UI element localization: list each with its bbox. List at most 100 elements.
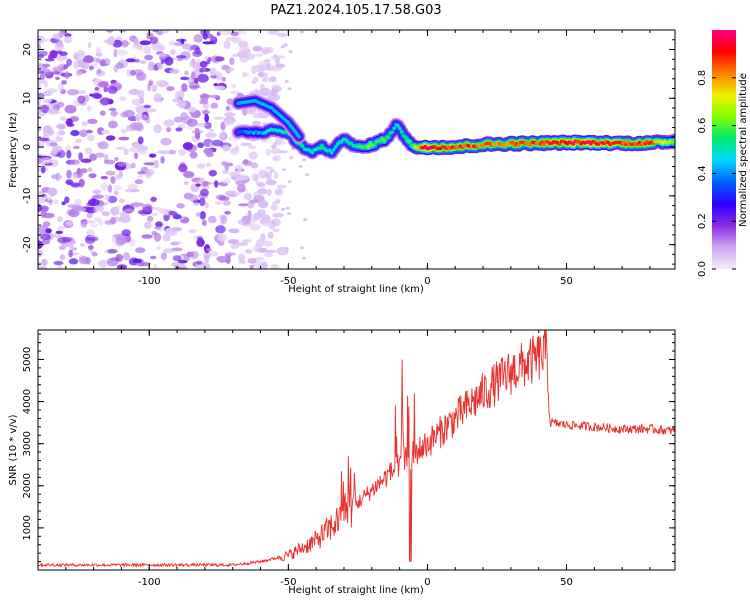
y-tick-label: -20: [22, 236, 33, 252]
noise-blob: [39, 266, 47, 269]
noise-blob: [270, 204, 278, 211]
noise-blob: [126, 69, 131, 77]
ridge-cell: [328, 148, 332, 153]
noise-blob: [151, 85, 157, 92]
page-title: PAZ1.2024.105.17.58.G03: [270, 3, 441, 18]
noise-blob: [225, 252, 237, 256]
noise-blob: [266, 189, 272, 196]
noise-blob: [204, 55, 209, 60]
noise-blob: [257, 258, 262, 262]
noise-blob: [199, 60, 208, 68]
noise-blob: [258, 169, 269, 179]
noise-blob: [88, 244, 94, 252]
noise-blob: [91, 92, 101, 99]
spectrogram-xlabel: Height of straight line (km): [288, 284, 424, 295]
noise-blob: [86, 236, 99, 242]
noise-blob: [196, 264, 206, 269]
noise-blob: [217, 233, 227, 243]
colorbar: 0.0 0.2 0.4 0.6 0.8 Normalized spectral ampl…: [697, 30, 749, 277]
noise-blob: [195, 59, 200, 67]
noise-blob: [116, 49, 128, 56]
noise-blob: [221, 76, 226, 82]
noise-blob: [287, 212, 291, 216]
noise-blob: [65, 179, 74, 186]
noise-blob: [55, 132, 61, 140]
ridge-cell: [300, 144, 305, 149]
noise-blob: [144, 168, 155, 176]
noise-blob: [269, 169, 276, 173]
ridge-cell: [516, 143, 521, 147]
spectrogram-frame: [37, 29, 676, 270]
noise-blob: [240, 142, 253, 146]
noise-blob: [77, 95, 86, 104]
colorbar-tick-label: 0.2: [697, 213, 708, 229]
noise-blob: [273, 171, 279, 180]
noise-blob: [175, 103, 186, 107]
noise-blob: [280, 45, 285, 49]
noise-blob: [66, 88, 79, 96]
noise-blob: [137, 136, 144, 145]
noise-blob: [197, 163, 206, 169]
noise-blob: [265, 148, 272, 156]
noise-blob: [107, 120, 118, 129]
noise-blob: [115, 146, 126, 150]
y-tick-label: 3000: [22, 431, 33, 456]
snr-xlabel: Height of straight line (km): [288, 585, 424, 596]
noise-blob: [188, 61, 194, 68]
noise-blob: [275, 199, 281, 204]
noise-blob: [121, 229, 131, 237]
noise-blob: [298, 165, 303, 168]
noise-blob: [199, 94, 211, 98]
noise-blob: [121, 39, 129, 48]
noise-blob: [38, 110, 42, 118]
noise-blob: [276, 32, 288, 38]
noise-blob: [156, 30, 164, 36]
noise-blob: [86, 212, 93, 219]
noise-blob: [41, 63, 51, 68]
noise-blob: [229, 57, 235, 66]
noise-blob: [208, 128, 215, 132]
noise-blob: [132, 43, 143, 49]
snr-frame: [37, 329, 676, 571]
noise-blob: [176, 266, 188, 269]
noise-blob: [134, 69, 144, 77]
noise-blob: [68, 258, 79, 265]
noise-blob: [57, 216, 63, 223]
noise-blob: [129, 189, 140, 193]
noise-blob: [201, 219, 207, 226]
noise-blob: [96, 68, 102, 75]
noise-blob: [244, 249, 253, 254]
noise-blob: [233, 37, 243, 43]
spectrogram-noise: [38, 30, 310, 269]
noise-blob: [157, 80, 170, 87]
noise-blob: [175, 127, 183, 132]
noise-blob: [51, 110, 63, 115]
noise-blob: [49, 142, 58, 147]
noise-blob: [237, 253, 246, 262]
noise-blob: [302, 158, 307, 162]
noise-blob: [92, 194, 104, 199]
noise-blob: [178, 149, 186, 156]
noise-blob: [172, 213, 182, 220]
noise-blob: [113, 190, 119, 196]
spectrogram-ylabel: Frequency (Hz): [8, 112, 19, 188]
noise-blob: [272, 67, 283, 72]
noise-blob: [213, 83, 218, 87]
noise-blob: [222, 178, 231, 185]
noise-blob: [52, 145, 63, 153]
noise-blob: [65, 118, 73, 126]
noise-blob: [237, 164, 243, 172]
noise-blob: [55, 50, 63, 54]
noise-blob: [167, 150, 177, 155]
y-tick-label: 10: [22, 92, 33, 105]
noise-blob: [158, 45, 166, 51]
colorbar-tick-label: 0.0: [697, 261, 708, 277]
noise-blob: [122, 252, 131, 261]
noise-blob: [123, 208, 135, 213]
noise-blob: [72, 146, 80, 149]
noise-blob: [141, 234, 153, 239]
noise-blob: [171, 261, 180, 268]
noise-blob: [280, 249, 286, 255]
noise-blob: [84, 147, 93, 155]
